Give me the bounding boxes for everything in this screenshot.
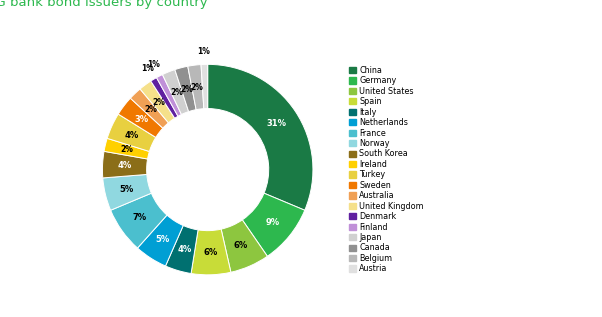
Wedge shape xyxy=(102,151,147,178)
Text: 5%: 5% xyxy=(155,235,170,244)
Text: 3%: 3% xyxy=(134,115,149,124)
Wedge shape xyxy=(111,193,167,248)
Wedge shape xyxy=(191,229,231,275)
Wedge shape xyxy=(175,66,196,112)
Wedge shape xyxy=(242,193,305,256)
Wedge shape xyxy=(208,64,313,210)
Wedge shape xyxy=(104,138,149,159)
Wedge shape xyxy=(157,74,181,116)
Wedge shape xyxy=(137,215,183,266)
Text: 2%: 2% xyxy=(120,146,133,154)
Text: 2%: 2% xyxy=(152,98,165,107)
Wedge shape xyxy=(163,70,188,114)
Wedge shape xyxy=(107,114,156,152)
Text: 5%: 5% xyxy=(120,185,134,194)
Wedge shape xyxy=(201,64,208,109)
Wedge shape xyxy=(221,220,267,272)
Wedge shape xyxy=(166,225,198,274)
Text: Top 20 ESG bank bond issuers by country: Top 20 ESG bank bond issuers by country xyxy=(0,0,208,9)
Text: 6%: 6% xyxy=(234,241,248,250)
Wedge shape xyxy=(140,81,175,123)
Text: 2%: 2% xyxy=(170,88,183,97)
Wedge shape xyxy=(118,98,163,137)
Text: 4%: 4% xyxy=(177,245,191,254)
Text: 2%: 2% xyxy=(144,105,157,114)
Text: 1%: 1% xyxy=(147,60,160,69)
Text: 31%: 31% xyxy=(267,119,287,128)
Text: 2%: 2% xyxy=(181,85,193,94)
Text: 2%: 2% xyxy=(191,83,203,92)
Text: 7%: 7% xyxy=(133,213,147,222)
Text: 1%: 1% xyxy=(197,47,210,56)
Wedge shape xyxy=(150,78,178,118)
Text: 4%: 4% xyxy=(125,131,139,139)
Wedge shape xyxy=(131,89,169,128)
Wedge shape xyxy=(188,65,204,110)
Text: 4%: 4% xyxy=(117,161,132,170)
Text: 9%: 9% xyxy=(265,217,279,227)
Legend: China, Germany, United States, Spain, Italy, Netherlands, France, Norway, South : China, Germany, United States, Spain, It… xyxy=(349,65,424,274)
Wedge shape xyxy=(103,174,151,210)
Text: 6%: 6% xyxy=(203,248,217,257)
Text: 1%: 1% xyxy=(141,64,154,73)
